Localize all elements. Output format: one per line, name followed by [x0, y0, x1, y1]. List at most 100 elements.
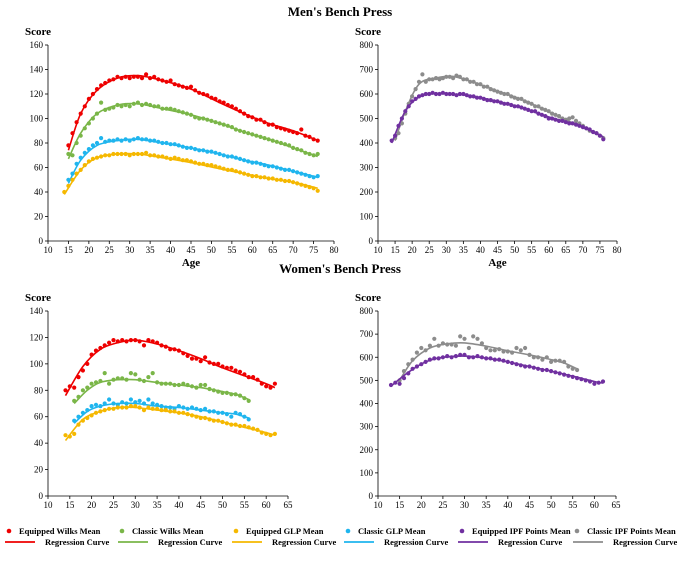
y-tick-label: 140 [30, 306, 44, 316]
data-point [80, 410, 85, 415]
x-tick-label: 60 [590, 500, 600, 510]
data-point [115, 137, 120, 142]
data-point [519, 105, 524, 110]
data-point [270, 176, 275, 181]
data-point [209, 118, 214, 123]
x-tick-label: 10 [374, 500, 384, 510]
data-point [176, 382, 181, 388]
data-point [172, 82, 177, 87]
data-point [512, 104, 517, 109]
regression-curve [64, 339, 276, 397]
data-point [217, 121, 222, 126]
chart-men-wilks-glp: 0 20 40 60 80 100 120 140 160 10 15 20 25 30 35 40 45 50 5… [25, 26, 339, 269]
data-point [303, 133, 308, 138]
x-tick-label: 55 [527, 245, 537, 255]
data-point [155, 402, 160, 407]
data-point [133, 372, 138, 377]
data-point [197, 161, 202, 166]
x-tick-label: 45 [196, 500, 206, 510]
data-point [311, 153, 316, 158]
data-point [299, 148, 304, 153]
data-point [444, 91, 449, 97]
data-point [119, 151, 124, 157]
y-tick-label: 120 [30, 332, 44, 342]
x-tick-label: 20 [408, 245, 418, 255]
x-tick-label: 45 [525, 500, 535, 510]
y-tick-label: 0 [369, 236, 374, 246]
data-point [423, 91, 428, 97]
chart-women-wilks-glp: 0 20 40 60 80 100 120 140 10 15 20 25 30 35 40 45 50 55 60… [25, 292, 293, 510]
data-point [403, 109, 408, 114]
data-point [262, 175, 267, 180]
data-point [184, 158, 189, 163]
data-point [466, 355, 471, 360]
legend-marker [459, 528, 465, 534]
data-point [78, 133, 83, 138]
data-point [250, 132, 255, 137]
data-point [502, 91, 507, 97]
x-tick-label: 55 [240, 500, 250, 510]
data-point [181, 381, 186, 386]
x-tick-label: 75 [309, 245, 319, 255]
data-point [295, 131, 300, 136]
data-point [148, 76, 153, 81]
data-point [406, 362, 411, 367]
data-point [592, 381, 597, 386]
data-point [172, 107, 177, 112]
data-point [246, 425, 251, 430]
data-point [203, 406, 208, 411]
data-point [462, 336, 467, 341]
data-point [233, 410, 238, 415]
data-point [152, 153, 157, 158]
data-point [148, 102, 153, 108]
x-tick-label: 10 [44, 245, 54, 255]
data-point [430, 77, 435, 82]
chart-men-ipf: 0 100 200 300 400 500 600 700 800 10 15 20 25 30 35 40 4… [355, 26, 622, 269]
data-point [447, 91, 452, 97]
y-tick-label: 700 [360, 65, 374, 75]
data-point [485, 84, 490, 89]
data-point [201, 148, 206, 153]
data-point [291, 180, 296, 185]
data-point [146, 405, 151, 410]
data-point [287, 128, 292, 133]
data-point [89, 352, 94, 357]
data-point [148, 153, 153, 158]
data-point [76, 394, 81, 399]
x-tick-label: 50 [207, 245, 217, 255]
data-point [82, 150, 87, 155]
data-point [270, 122, 275, 127]
data-point [211, 361, 216, 366]
data-point [164, 79, 169, 84]
data-point [99, 83, 104, 88]
data-point [401, 376, 407, 381]
x-tick-label: 45 [493, 245, 503, 255]
data-point [216, 389, 221, 394]
data-point [497, 357, 502, 362]
data-point [601, 137, 606, 142]
data-point [295, 181, 300, 186]
x-tick-label: 30 [131, 500, 141, 510]
data-point [478, 95, 483, 100]
data-point [115, 376, 120, 381]
data-point [205, 149, 210, 154]
data-point [172, 409, 177, 414]
data-point [587, 379, 593, 384]
data-point [107, 78, 112, 83]
data-point [580, 125, 586, 130]
data-point [181, 405, 186, 410]
data-point [233, 392, 238, 397]
data-point [498, 90, 503, 95]
data-point [150, 371, 155, 376]
data-point [468, 94, 473, 99]
x-tick-label: 65 [612, 500, 622, 510]
data-point [543, 107, 548, 112]
data-point [144, 150, 149, 155]
data-point [410, 357, 415, 362]
data-point [89, 413, 94, 418]
data-point [66, 151, 71, 157]
data-point [457, 91, 462, 97]
data-point [445, 342, 450, 347]
data-point [160, 78, 165, 83]
